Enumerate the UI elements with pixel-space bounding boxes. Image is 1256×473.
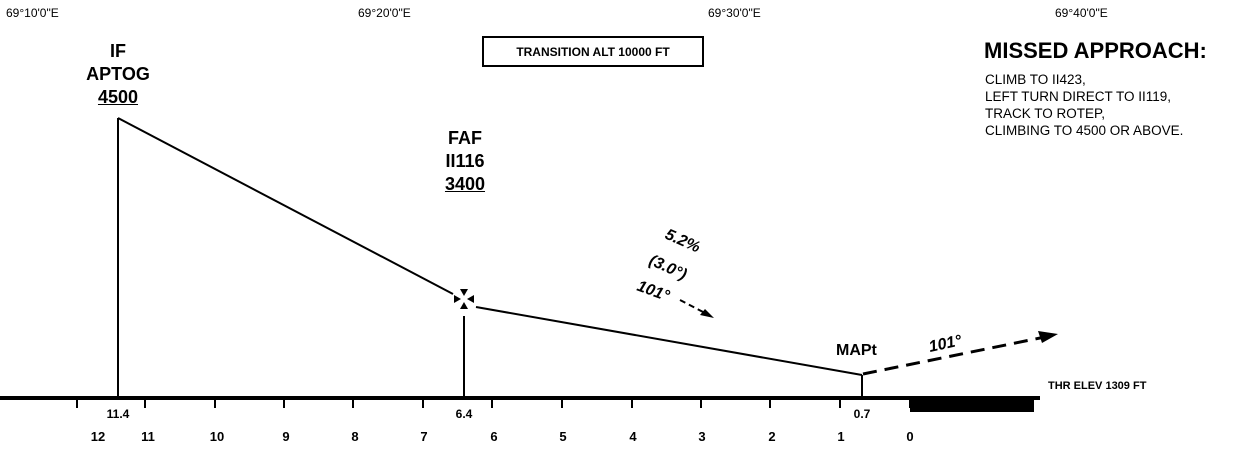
longitude-label-2: 69°20'0"E (358, 6, 411, 20)
longitude-label-1: 69°10'0"E (6, 6, 59, 20)
if-label-block: IF APTOG 4500 (78, 40, 158, 109)
final-segment-line (475, 306, 863, 376)
faf-name-label: II116 (445, 151, 485, 171)
if-name-label: APTOG (86, 64, 150, 84)
mapt-distance-label: 0.7 (854, 407, 871, 421)
runway-bar (910, 400, 1034, 412)
descent-angle-label: (3.0°) (646, 252, 689, 284)
scale-number: 10 (210, 429, 224, 444)
faf-label-block: FAF II116 3400 (425, 127, 505, 196)
faf-distance-label: 6.4 (456, 407, 473, 421)
distance-scale: 12 11 10 9 8 7 6 5 4 3 2 1 0 (91, 429, 914, 444)
initial-segment-line (117, 117, 454, 295)
transition-altitude-text: TRANSITION ALT 10000 FT (516, 44, 670, 59)
scale-number: 11 (141, 429, 155, 444)
missed-track-label: 101° (927, 332, 963, 356)
missed-approach-title: MISSED APPROACH: (984, 38, 1207, 63)
longitude-label-3: 69°30'0"E (708, 6, 761, 20)
missed-approach-arrowhead (1038, 331, 1058, 343)
faf-role-label: FAF (448, 128, 482, 148)
scale-number: 12 (91, 429, 105, 444)
scale-number: 1 (837, 429, 844, 444)
faf-altitude-label: 3400 (444, 174, 486, 194)
distance-ticks (76, 400, 911, 408)
missed-approach-line-3: TRACK TO ROTEP, (985, 106, 1106, 121)
final-track-label: 101° (635, 278, 672, 305)
missed-approach-track-line (862, 335, 1046, 376)
missed-approach-line-2: LEFT TURN DIRECT TO II119, (985, 89, 1172, 104)
scale-number: 6 (490, 429, 497, 444)
if-distance-label: 11.4 (107, 407, 130, 421)
scale-number: 8 (351, 429, 358, 444)
final-track-arrow-line (679, 299, 706, 314)
scale-number: 2 (768, 429, 775, 444)
longitude-label-4: 69°40'0"E (1055, 6, 1108, 20)
scale-number: 9 (282, 429, 289, 444)
missed-approach-line-4: CLIMBING TO 4500 OR ABOVE. (985, 123, 1184, 138)
scale-number: 7 (420, 429, 427, 444)
scale-number: 0 (906, 429, 913, 444)
missed-approach-line-1: CLIMB TO II423, (985, 72, 1086, 87)
scale-number: 5 (559, 429, 566, 444)
if-altitude-label: 4500 (97, 87, 139, 107)
if-role-label: IF (110, 41, 126, 61)
threshold-elevation-label: THR ELEV 1309 FT (1048, 380, 1147, 392)
scale-number: 4 (629, 429, 637, 444)
final-track-arrowhead (700, 309, 714, 318)
faf-symbol-icon (454, 289, 474, 309)
transition-altitude-box: TRANSITION ALT 10000 FT (482, 36, 704, 67)
scale-number: 3 (698, 429, 705, 444)
descent-gradient-label: 5.2% (662, 226, 702, 256)
mapt-label: MAPt (836, 342, 878, 359)
